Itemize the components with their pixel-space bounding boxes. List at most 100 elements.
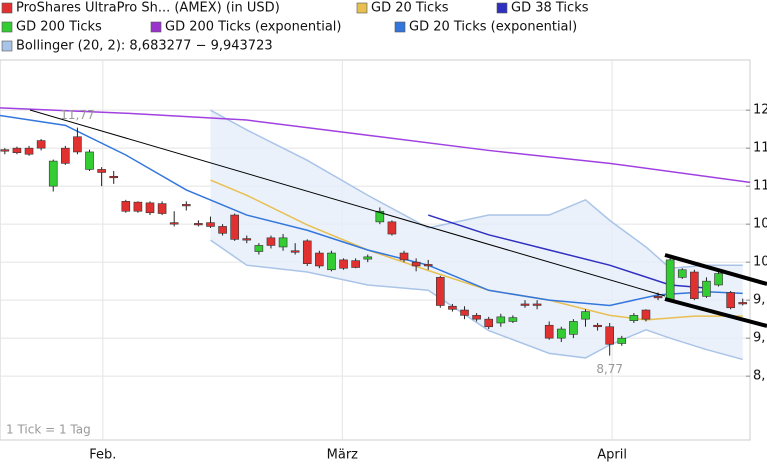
legend-label: GD 200 Ticks (exponential) [165,20,341,35]
candle-body [581,311,590,320]
y-tick-label: 8, [753,369,765,384]
ma-line [0,114,743,307]
candle-body [629,315,639,321]
candle-body [254,245,264,252]
candle-body [593,324,602,328]
candle-body [266,237,276,246]
candle-body [302,240,312,264]
candle-body [569,321,578,335]
candle-body [665,259,675,301]
candle-body [121,201,131,212]
note: 1 Tick = 1 Tag [6,423,91,437]
candle-body [496,316,506,324]
legend-swatch [1,21,13,33]
x-tick-label: März [327,448,359,463]
legend-label: GD 38 Ticks [511,1,589,16]
candle-body [677,269,687,278]
candle-body [423,264,433,267]
candle-body [472,315,481,320]
candle-body [556,328,566,339]
y-tick-label: 12 [753,103,767,118]
candle-body [436,277,445,306]
candle-body [12,147,22,154]
ma-line [427,214,707,289]
candle-body [194,223,203,226]
y-tick-label: 10 [753,255,767,270]
candle-body [97,169,106,173]
candle-body [315,252,324,267]
candle-body [714,273,723,286]
x-tick-label: April [597,448,627,463]
foreground-layer [0,107,751,356]
candle-body [218,226,227,234]
candle-body [73,136,82,153]
y-tick-label: 10 [753,217,767,232]
candle-body [375,210,385,223]
legend-swatch [1,2,13,14]
candle-body [702,280,711,297]
candle-body [399,252,409,261]
candle-body [145,202,155,214]
channel-line [664,253,767,286]
candle-body [738,302,748,305]
candle-body [617,337,627,344]
candle-body [290,250,300,253]
legend-swatch [150,21,162,33]
y-tick-label: 9, [753,293,765,308]
candle-body [653,296,663,299]
candle-body [726,292,735,309]
y-tick-label: 11 [753,141,767,156]
candle-body [206,222,215,227]
legend-label: ProShares UltraPro Sh... (AMEX) (in USD) [16,1,280,16]
candle-body [387,221,397,235]
candle-body [544,324,554,339]
bollinger-lower [210,239,743,361]
candle-body [641,309,651,320]
legend-label: GD 20 Ticks (exponential) [409,20,577,35]
candle-body [484,318,494,328]
candle-body [278,237,288,248]
annotation: 11,77 [60,108,94,122]
legend-label: GD 20 Ticks [371,1,449,16]
candle-body [448,305,457,310]
candle-body [520,303,530,306]
candle-body [109,175,119,179]
candle-body [0,149,10,152]
candle-body [339,259,348,269]
candle-body [169,222,179,225]
legend-swatch [496,2,508,14]
ma-line [0,107,751,184]
candle-body [133,201,143,212]
candle-body [85,151,94,170]
candle-body [157,203,167,214]
candle-body [24,147,34,155]
legend-swatch [1,40,13,52]
candle-body [181,204,191,207]
candle-body [460,309,469,316]
legend-swatch [356,2,368,14]
candle-body [327,252,336,271]
channel-line [664,297,767,328]
legend-label: GD 200 Ticks [16,20,102,35]
x-tick-label: Feb. [89,448,116,463]
candle-body [690,271,699,299]
legend: ProShares UltraPro Sh... (AMEX) (in USD)… [1,1,589,54]
legend-swatch [394,21,406,33]
candle-body [532,303,542,306]
y-tick-label: 11 [753,179,767,194]
candle-body [605,326,614,345]
candle-body [48,160,58,187]
bollinger-band [210,110,743,360]
legend-label: Bollinger (20, 2): 8,683277 − 9,943723 [16,39,273,54]
candle-body [351,260,360,268]
candle-body [36,140,46,149]
candle-body [61,147,70,164]
candle-body [411,261,421,267]
candle-body [363,256,373,260]
trend-line [29,109,666,297]
candle-body [230,214,239,240]
y-tick-label: 9, [753,331,765,346]
annotation: 8,77 [596,362,623,376]
